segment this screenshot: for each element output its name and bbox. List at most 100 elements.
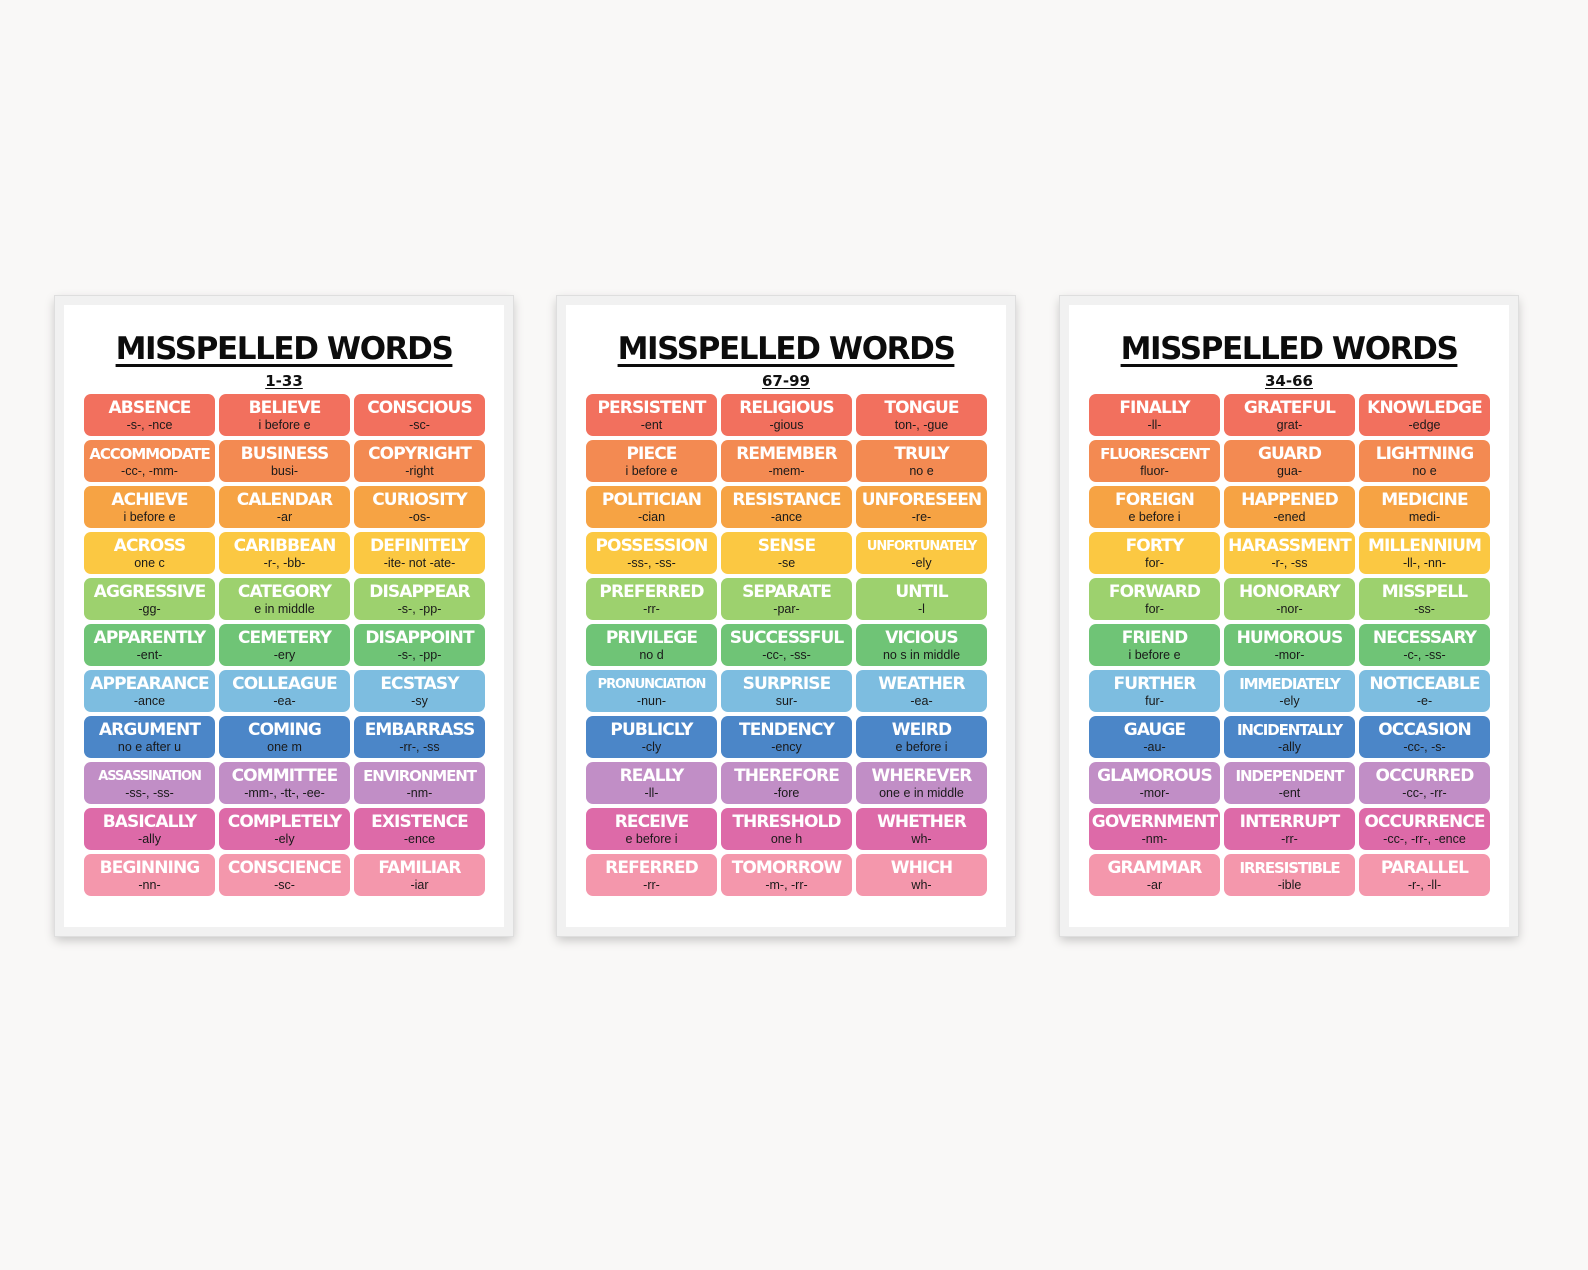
spelling-hint: -nor-	[1276, 601, 1303, 616]
spelling-hint: -au-	[1143, 739, 1166, 754]
spelling-hint: -ible	[1277, 877, 1302, 892]
spelling-hint: -s-, -pp-	[397, 647, 442, 662]
spelling-hint: i before e	[1128, 647, 1181, 662]
word-card: FLUORESCENT fluor-	[1089, 440, 1220, 482]
spelling-hint: wh-	[911, 831, 932, 846]
word-card: ACHIEVE i before e	[84, 486, 215, 528]
word-card: COLLEAGUE -ea-	[219, 670, 350, 712]
word-card: CARIBBEAN -r-, -bb-	[219, 532, 350, 574]
spelling-hint: e before i	[625, 831, 678, 846]
word-label: MEDICINE	[1381, 489, 1468, 510]
word-card: GRATEFUL grat-	[1224, 394, 1355, 436]
poster-title: MISSPELLED WORDS	[1120, 331, 1459, 367]
spelling-hint: -r-, -ss	[1271, 555, 1308, 570]
spelling-hint: one h	[770, 831, 803, 846]
word-label: WHEREVER	[871, 765, 973, 786]
spelling-hint: -r-, -ll-	[1407, 877, 1442, 892]
word-card: CONSCIENCE -sc-	[219, 854, 350, 896]
word-card: CATEGORY e in middle	[219, 578, 350, 620]
word-label: FRIEND	[1121, 627, 1188, 648]
word-card: ASSASSINATION -ss-, -ss-	[84, 762, 215, 804]
word-card: POSSESSION -ss-, -ss-	[586, 532, 717, 574]
word-label: CATEGORY	[237, 581, 332, 602]
word-card: FOREIGN e before i	[1089, 486, 1220, 528]
spelling-hint: -ened	[1273, 509, 1306, 524]
word-card: NOTICEABLE -e-	[1359, 670, 1490, 712]
spelling-hint: -ll-	[644, 785, 659, 800]
word-label: WEIRD	[891, 719, 952, 740]
spelling-hint: no e after u	[117, 739, 182, 754]
word-label: APPEARANCE	[90, 673, 209, 694]
word-label: FAMILIAR	[378, 857, 461, 878]
word-card: GAUGE -au-	[1089, 716, 1220, 758]
word-card: SUCCESSFUL -cc-, -ss-	[721, 624, 852, 666]
word-card: WHETHER wh-	[856, 808, 987, 850]
word-card: SURPRISE sur-	[721, 670, 852, 712]
word-card: APPARENTLY -ent-	[84, 624, 215, 666]
spelling-hint: -edge	[1408, 417, 1441, 432]
spelling-hint: e before i	[1128, 509, 1181, 524]
word-card: MISSPELL -ss-	[1359, 578, 1490, 620]
word-card: VICIOUS no s in middle	[856, 624, 987, 666]
word-label: PREFERRED	[599, 581, 704, 602]
spelling-hint: fur-	[1145, 693, 1164, 708]
spelling-hint: -se	[777, 555, 796, 570]
spelling-hint: -rr-	[643, 877, 660, 892]
spelling-hint: -re-	[911, 509, 932, 524]
poster-frame-3: MISSPELLED WORDS 34-66 FINALLY -ll- GRATEF…	[1060, 296, 1518, 936]
spelling-hint: -ar	[276, 509, 293, 524]
spelling-hint: fluor-	[1140, 463, 1169, 478]
word-card: ECSTASY -sy	[354, 670, 485, 712]
poster-title: MISSPELLED WORDS	[617, 331, 956, 367]
word-label: TRULY	[894, 443, 949, 464]
word-label: FURTHER	[1113, 673, 1197, 694]
word-label: SURPRISE	[742, 673, 832, 694]
poster-frame-1: MISSPELLED WORDS 1-33 ABSENCE -s-, -nce BE…	[55, 296, 513, 936]
spelling-hint: i before e	[258, 417, 311, 432]
poster-title: MISSPELLED WORDS	[115, 331, 454, 367]
spelling-hint: -rr-	[643, 601, 660, 616]
word-card: INTERRUPT -rr-	[1224, 808, 1355, 850]
spelling-hint: -fore	[773, 785, 800, 800]
spelling-hint: -cly	[641, 739, 662, 754]
word-card: PREFERRED -rr-	[586, 578, 717, 620]
word-card: SENSE -se	[721, 532, 852, 574]
word-label: GOVERNMENT	[1091, 811, 1218, 832]
poster-1: MISSPELLED WORDS 1-33 ABSENCE -s-, -nce BE…	[64, 305, 504, 927]
spelling-hint: -ency	[771, 739, 802, 754]
word-card: PUBLICLY -cly	[586, 716, 717, 758]
word-label: EMBARRASS	[364, 719, 476, 740]
spelling-hint: -cc-, -rr-, -ence	[1383, 831, 1466, 846]
word-card: INDEPENDENT -ent	[1224, 762, 1355, 804]
word-label: AGGRESSIVE	[93, 581, 206, 602]
word-card: RELIGIOUS -gious	[721, 394, 852, 436]
word-label: UNFORTUNATELY	[866, 538, 977, 554]
word-label: POSSESSION	[595, 535, 709, 556]
word-label: DISAPPEAR	[369, 581, 470, 602]
spelling-hint: -rr-, -ss	[399, 739, 440, 754]
word-label: DISAPPOINT	[365, 627, 474, 648]
spelling-hint: -mor-	[1274, 647, 1305, 662]
spelling-hint: -nm-	[1141, 831, 1168, 846]
word-card: HAPPENED -ened	[1224, 486, 1355, 528]
word-card: KNOWLEDGE -edge	[1359, 394, 1490, 436]
word-label: GAUGE	[1123, 719, 1186, 740]
word-card: COMING one m	[219, 716, 350, 758]
word-card: IRRESISTIBLE -ible	[1224, 854, 1355, 896]
word-card: GOVERNMENT -nm-	[1089, 808, 1220, 850]
word-label: BEGINNING	[99, 857, 201, 878]
word-card: MEDICINE medi-	[1359, 486, 1490, 528]
spelling-hint: -ely	[911, 555, 932, 570]
spelling-hint: -gg-	[138, 601, 161, 616]
word-card: HARASSMENT -r-, -ss	[1224, 532, 1355, 574]
spelling-hint: -ery	[273, 647, 296, 662]
spelling-hint: -mor-	[1139, 785, 1170, 800]
word-label: CONSCIOUS	[367, 397, 473, 418]
word-card: PARALLEL -r-, -ll-	[1359, 854, 1490, 896]
word-card: BEGINNING -nn-	[84, 854, 215, 896]
word-card: FAMILIAR -iar	[354, 854, 485, 896]
word-label: FORTY	[1125, 535, 1185, 556]
word-card: UNFORESEEN -re-	[856, 486, 987, 528]
word-card: SEPARATE -par-	[721, 578, 852, 620]
word-card: ACCOMMODATE -cc-, -mm-	[84, 440, 215, 482]
